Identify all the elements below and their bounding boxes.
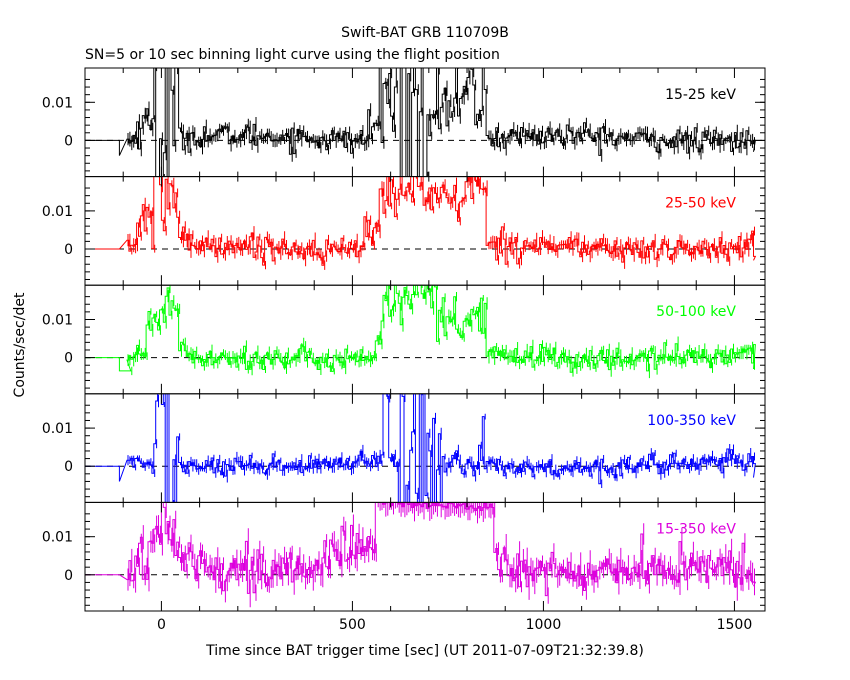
band-label: 100-350 keV [647, 413, 736, 429]
y-tick-label: 0.01 [42, 95, 73, 111]
series-line [85, 393, 756, 503]
y-tick-label: 0.01 [42, 204, 73, 220]
y-tick-label: 0 [64, 133, 73, 149]
chart-title: Swift-BAT GRB 110709B [341, 25, 509, 41]
y-tick-label: 0 [64, 351, 73, 367]
x-tick-label: 500 [339, 617, 366, 633]
panel-4: 0 0.01 100-350 keV [42, 393, 766, 503]
y-tick-label: 0 [64, 568, 73, 584]
error-bars [127, 68, 755, 177]
panel-frame [84, 501, 766, 612]
band-label: 50-100 keV [656, 304, 736, 320]
series-line [85, 68, 756, 177]
error-bars [127, 176, 755, 270]
x-tick-label: 1500 [717, 617, 753, 633]
x-tick-label: 0 [157, 617, 166, 633]
error-bars [127, 502, 755, 608]
panels-group: 0 0.01 15-25 keV 0 0.01 25-50 keV 0 0.01 50-100 … [42, 67, 766, 633]
panel-frame [84, 67, 766, 178]
y-tick-label: 0.01 [42, 530, 73, 546]
y-tick-label: 0 [64, 242, 73, 258]
y-tick-label: 0.01 [42, 421, 73, 437]
band-label: 15-25 keV [665, 87, 736, 103]
error-bars [127, 285, 755, 379]
y-tick-label: 0.01 [42, 312, 73, 328]
panel-5: 0 0.01 15-350 keV 0 500 1000 1500 [42, 501, 766, 633]
panel-3: 0 0.01 50-100 keV [42, 284, 766, 395]
band-label: 15-350 keV [656, 521, 736, 537]
y-axis-label: Counts/sec/det [12, 292, 28, 397]
error-bars [127, 393, 755, 503]
y-tick-label: 0 [64, 459, 73, 475]
band-label: 25-50 keV [665, 196, 736, 212]
x-tick-label: 1000 [526, 617, 562, 633]
series-line [85, 285, 756, 373]
panel-frame [84, 176, 766, 286]
x-axis-label: Time since BAT trigger time [sec] (UT 20… [205, 643, 644, 659]
panel-frame [84, 284, 766, 395]
chart-subtitle: SN=5 or 10 sec binning light curve using… [85, 47, 500, 63]
